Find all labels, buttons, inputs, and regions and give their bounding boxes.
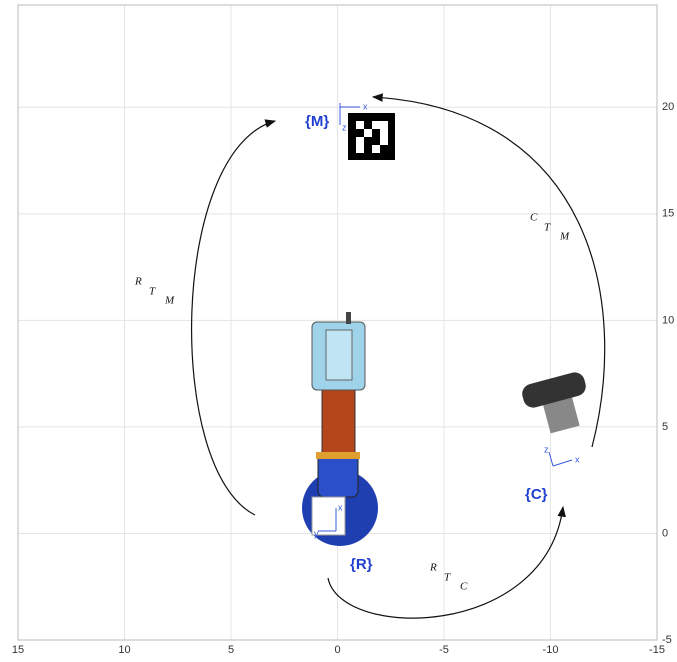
x-tick-label: -10	[543, 644, 559, 656]
transform-sub: C	[460, 581, 468, 593]
transform-main: T	[544, 222, 551, 234]
transform-sup: R	[429, 562, 437, 574]
y-tick-label: 5	[662, 421, 668, 433]
x-tick-label: 0	[334, 644, 340, 656]
axis-label: x	[338, 502, 343, 512]
x-tick-label: -5	[439, 644, 449, 656]
axis-label: z	[342, 122, 347, 132]
transform-sub: M	[164, 295, 175, 307]
axis-label: y	[314, 528, 319, 538]
plot-frame	[17, 4, 658, 641]
x-tick-label: -15	[649, 644, 665, 656]
transform-sup: C	[530, 212, 538, 224]
transform-arrow	[371, 93, 606, 448]
robot-arm: x y	[302, 312, 378, 546]
transform-main: T	[149, 286, 156, 298]
frame-label: {M}	[305, 113, 329, 130]
axis-label: x	[363, 101, 368, 111]
y-tick-label: 20	[662, 101, 674, 113]
transform-main: T	[444, 572, 451, 584]
transform-arrow	[191, 119, 277, 516]
transform-arrow	[327, 505, 566, 619]
transform-sup: R	[134, 276, 142, 288]
y-tick-label: 15	[662, 208, 674, 220]
frame-label: {C}	[525, 486, 548, 503]
camera: x z	[522, 372, 586, 467]
axis-label: x	[575, 454, 580, 464]
axis-label: z	[544, 444, 549, 454]
transform-sub: M	[559, 231, 570, 243]
y-tick-label: 10	[662, 314, 674, 326]
y-tick-label: 0	[662, 527, 668, 539]
y-tick-label: -5	[662, 634, 672, 646]
frame-label: {R}	[350, 556, 373, 573]
frame-m-axes: x z	[339, 101, 368, 132]
aruco-marker	[348, 113, 395, 160]
x-tick-label: 5	[228, 644, 234, 656]
x-tick-label: 15	[12, 644, 24, 656]
x-tick-label: 10	[118, 644, 130, 656]
